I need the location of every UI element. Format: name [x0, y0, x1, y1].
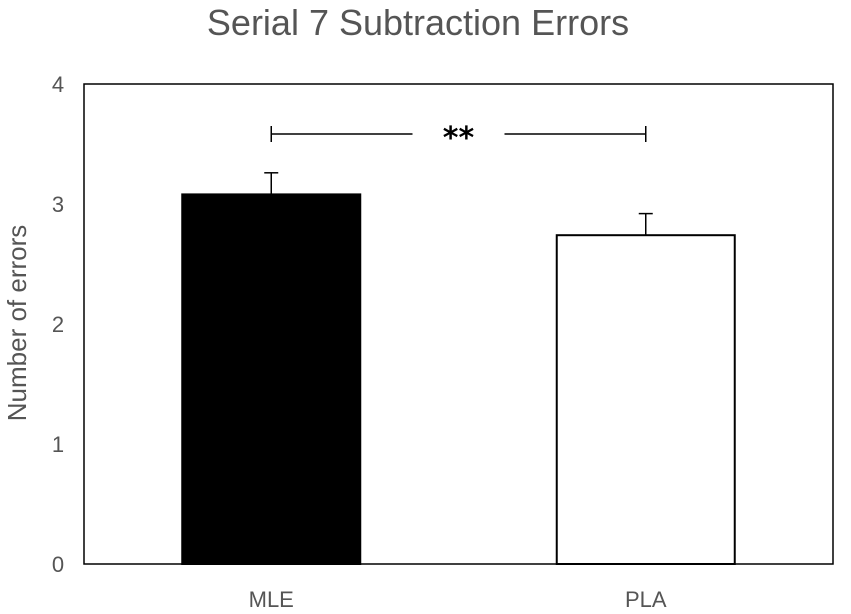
significance-bracket: ** [270, 121, 647, 156]
plot-area-frame [83, 83, 834, 565]
bars [181, 193, 736, 565]
chart-title: Serial 7 Subtraction Errors [207, 2, 629, 43]
error-bar-mle [264, 172, 279, 195]
error-bars [264, 172, 653, 236]
category-label-mle: MLE [249, 587, 294, 612]
y-axis-label: Number of errors [2, 225, 32, 422]
y-tick-label: 0 [52, 552, 64, 577]
category-label-pla: PLA [625, 587, 667, 612]
y-tick-label: 4 [52, 72, 64, 97]
y-tick-label: 2 [52, 312, 64, 337]
significance-label: ** [443, 121, 475, 156]
category-labels: MLE PLA [249, 587, 667, 612]
bar-pla [555, 234, 736, 565]
bar-mle [181, 193, 362, 565]
error-bar-pla [638, 212, 653, 236]
y-tick-label: 1 [52, 432, 64, 457]
y-tick-label: 3 [52, 192, 64, 217]
y-axis-ticks: 0 1 2 3 4 [52, 72, 64, 577]
